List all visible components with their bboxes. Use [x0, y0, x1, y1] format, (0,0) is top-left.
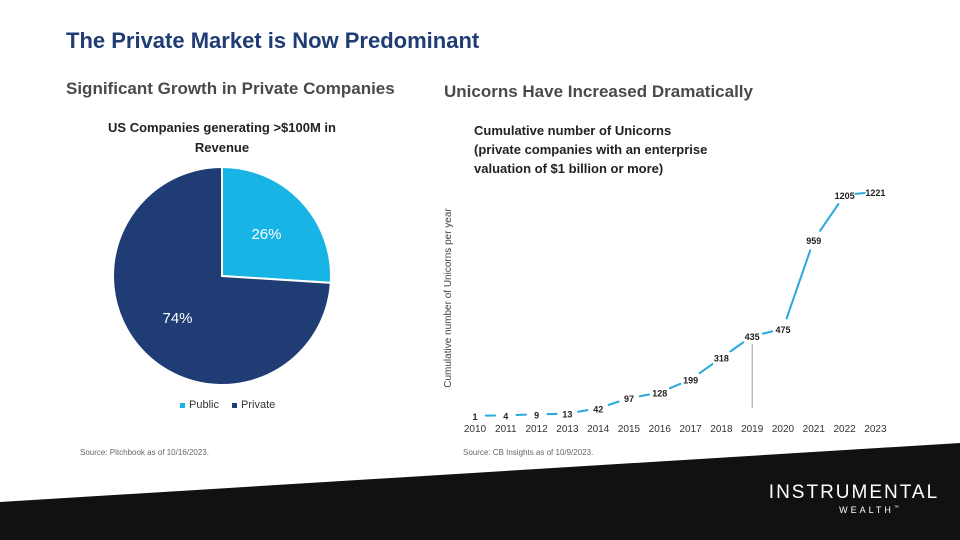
line-segment: [761, 330, 774, 335]
line-title-line: Cumulative number of Unicorns: [474, 123, 672, 138]
line-segment: [698, 363, 714, 375]
x-tick-label: 2015: [618, 424, 641, 435]
pie-chart-title: US Companies generating >$100M in Revenu…: [92, 118, 352, 158]
brand-sub: WEALTH™: [768, 505, 940, 515]
data-label: 318: [714, 354, 729, 364]
legend-item-private: Private: [232, 399, 275, 411]
legend-label-private: Private: [241, 399, 276, 411]
x-tick-label: 2014: [587, 424, 610, 435]
line-segment: [854, 192, 866, 195]
brand-sub-text: WEALTH: [839, 505, 894, 515]
x-tick-label: 2020: [772, 424, 795, 435]
x-tick-label: 2018: [710, 424, 733, 435]
x-tick-label: 2010: [464, 424, 487, 435]
data-label: 1205: [835, 191, 855, 201]
x-tick-label: 2019: [741, 424, 764, 435]
x-tick-label: 2023: [864, 424, 887, 435]
legend-item-public: Public: [180, 399, 222, 411]
brand-tm: ™: [893, 505, 899, 511]
line-source-note: Source: CB Insights as of 10/9/2023.: [463, 448, 594, 457]
data-label: 1221: [865, 188, 885, 198]
data-label: 199: [683, 375, 698, 385]
data-label: 42: [593, 404, 603, 414]
pie-label-public: 26%: [251, 226, 281, 243]
brand-logo: INSTRUMENTAL WEALTH™: [768, 482, 940, 515]
data-label: 13: [562, 410, 572, 420]
data-label: 435: [745, 332, 760, 342]
pie-slice-private: [112, 165, 332, 386]
line-segment: [577, 409, 589, 413]
line-segment: [729, 341, 745, 353]
left-section-title: Significant Growth in Private Companies: [66, 79, 395, 98]
line-chart: Cumulative number of Unicorns per year 1 4…: [443, 188, 887, 435]
data-label: 475: [775, 325, 790, 335]
line-segment: [638, 393, 651, 398]
x-tick-label: 2016: [649, 424, 672, 435]
line-chart-title: Cumulative number of Unicorns (private c…: [474, 121, 774, 178]
pie-label-private: 74%: [162, 310, 192, 327]
legend-swatch-private: [232, 402, 238, 408]
x-tick-label: 2017: [679, 424, 702, 435]
x-tick-label: 2021: [803, 424, 826, 435]
page-title: The Private Market is Now Predominant: [66, 28, 480, 53]
pie-legend: Public Private: [180, 399, 285, 411]
data-label: 4: [503, 411, 508, 421]
pie-source-note: Source: Pitchbook as of 10/16/2023.: [80, 448, 209, 457]
x-tick-label: 2013: [556, 424, 579, 435]
brand-name: INSTRUMENTAL: [768, 482, 940, 503]
pie-chart: 26% 74%: [112, 165, 332, 386]
line-title-line: (private companies with an enterprise: [474, 142, 708, 157]
x-tick-label: 2022: [833, 424, 856, 435]
data-label: 1: [472, 412, 477, 422]
line-segment: [668, 382, 682, 390]
pie-title-line: US Companies generating >$100M in: [108, 120, 336, 135]
legend-label-public: Public: [189, 399, 219, 411]
pie-title-line: Revenue: [194, 140, 250, 155]
data-label: 959: [806, 236, 821, 246]
pie-slice-public: [221, 165, 332, 284]
right-section-title: Unicorns Have Increased Dramatically: [444, 82, 753, 101]
y-axis-label: Cumulative number of Unicorns per year: [443, 208, 454, 388]
line-segment: [607, 400, 620, 406]
x-tick-label: 2011: [495, 424, 517, 435]
data-label: 128: [652, 389, 667, 399]
line-title-line: valuation of $1 billion or more): [474, 161, 664, 176]
data-label: 9: [534, 410, 539, 420]
line-segment: [785, 249, 812, 320]
line-segment: [819, 203, 840, 232]
data-label: 97: [624, 394, 634, 404]
x-tick-label: 2012: [525, 424, 548, 435]
legend-swatch-public: [180, 402, 185, 408]
